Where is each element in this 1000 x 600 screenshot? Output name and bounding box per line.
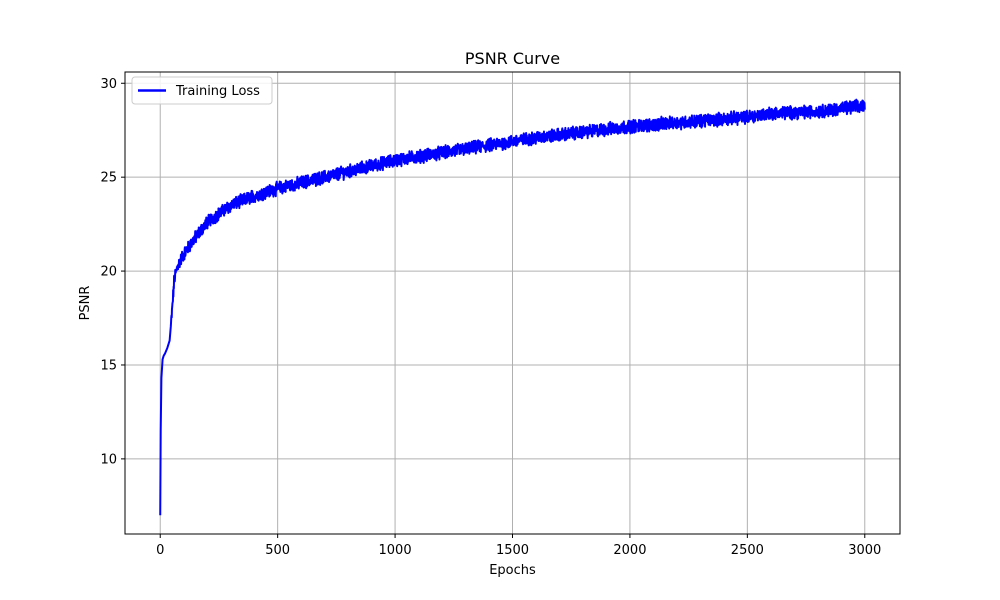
legend-box <box>131 76 273 105</box>
y-axis-label: PSNR <box>78 286 93 321</box>
x-tick-label: 2500 <box>731 543 764 558</box>
y-tick-label: 15 <box>100 358 117 373</box>
x-tick-label: 3000 <box>848 543 881 558</box>
y-tick-label: 30 <box>100 77 117 92</box>
axis-ticks: 0 500 1000 1500 2000 2500 3000 10 15 20 25 30 <box>100 77 881 558</box>
y-tick-label: 20 <box>100 265 117 280</box>
series-layer <box>159 98 866 516</box>
x-tick-label: 1000 <box>379 543 412 558</box>
x-tick-label: 500 <box>265 543 290 558</box>
chart-title: PSNR Curve <box>465 49 560 68</box>
y-tick-label: 25 <box>100 171 117 186</box>
series-line-training-loss <box>159 98 866 516</box>
x-axis-label: Epochs <box>489 563 536 578</box>
y-tick-label: 10 <box>100 452 117 467</box>
x-tick-label: 2000 <box>613 543 646 558</box>
x-tick-label: 1500 <box>496 543 529 558</box>
legend: Training Loss <box>131 76 273 105</box>
x-tick-label: 0 <box>156 543 164 558</box>
legend-label: Training Loss <box>175 84 260 99</box>
